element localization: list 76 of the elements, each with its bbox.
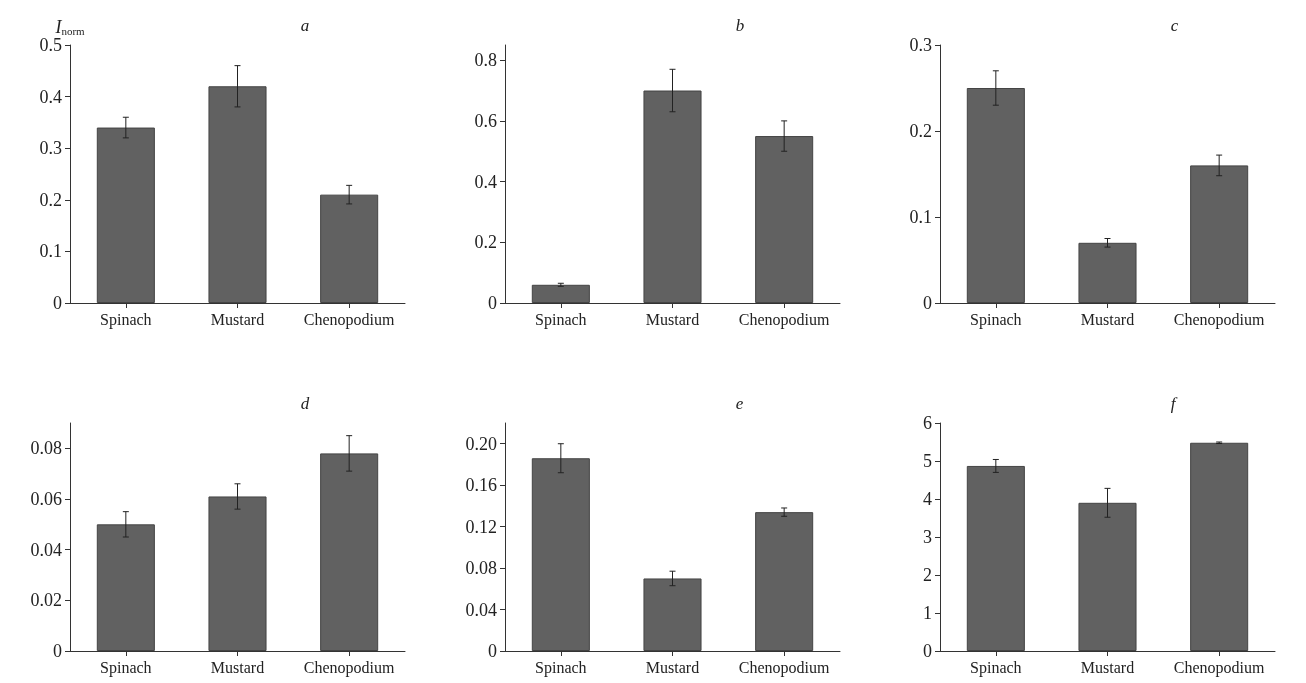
x-tick-label: Spinach (535, 658, 587, 677)
chart-title: c (1170, 16, 1179, 35)
bar (643, 90, 702, 303)
x-tick-label: Mustard (1080, 658, 1135, 676)
y-tick-label: 0.2 (909, 121, 932, 141)
y-tick-label: 6 (923, 413, 932, 433)
bar (208, 496, 267, 651)
y-axis-title: Inorm (54, 16, 86, 37)
y-tick-label: 4 (923, 489, 932, 509)
y-tick-label: 0.4 (39, 86, 62, 107)
bar (96, 524, 155, 651)
bar (643, 578, 702, 651)
bar (1190, 165, 1249, 303)
y-tick-label: 0 (488, 293, 497, 313)
bar (1190, 442, 1249, 651)
y-tick-label: 1 (923, 603, 932, 623)
bar (320, 194, 379, 303)
y-tick-label: 2 (923, 565, 932, 585)
bar (1078, 242, 1137, 303)
bar (531, 458, 590, 651)
bar (966, 88, 1025, 303)
y-tick-label: 0.3 (909, 35, 932, 55)
y-tick-label: 0 (53, 641, 62, 661)
x-tick-label: Spinach (535, 310, 587, 329)
x-tick-label: Chenopodium (1173, 310, 1266, 329)
y-tick-label: 0.12 (465, 516, 497, 537)
bar (208, 86, 267, 303)
y-tick-label: 0.02 (30, 590, 62, 611)
y-tick-label: 0.6 (474, 110, 497, 131)
y-tick-label: 0.3 (39, 138, 62, 159)
chart-title: a (300, 16, 310, 35)
y-tick-label: 0.04 (30, 539, 62, 560)
y-tick-label: 0.06 (30, 489, 62, 509)
x-tick-label: Mustard (645, 310, 700, 328)
y-tick-label: 0.4 (474, 171, 497, 192)
x-tick-label: Chenopodium (738, 658, 831, 677)
x-tick-label: Chenopodium (1173, 658, 1266, 677)
y-tick-label: 0 (923, 293, 932, 313)
bar (755, 136, 814, 303)
bar (966, 465, 1025, 651)
y-tick-label: 0 (53, 293, 62, 313)
y-tick-label: 0 (488, 641, 497, 661)
x-tick-label: Mustard (645, 658, 700, 676)
x-tick-label: Mustard (1080, 310, 1135, 328)
x-tick-label: Spinach (970, 658, 1022, 677)
y-tick-label: 0.2 (39, 189, 62, 210)
bar (755, 512, 814, 651)
y-tick-label: 0.2 (474, 232, 497, 253)
y-tick-label: 0.5 (39, 35, 62, 55)
chart-title: e (735, 394, 744, 413)
y-tick-label: 0.1 (909, 207, 932, 227)
x-tick-label: Chenopodium (303, 658, 396, 677)
y-tick-label: 0.16 (465, 475, 497, 496)
chart-title: d (300, 394, 310, 413)
bar (96, 127, 155, 303)
y-tick-label: 0 (923, 641, 932, 661)
y-tick-label: 0.04 (465, 599, 497, 620)
y-tick-label: 0.1 (39, 241, 62, 262)
y-tick-label: 0.08 (30, 438, 62, 459)
y-tick-label: 0.8 (474, 50, 497, 71)
x-tick-label: Spinach (100, 310, 152, 329)
x-tick-label: Chenopodium (303, 310, 396, 329)
x-tick-label: Spinach (100, 658, 152, 677)
y-tick-label: 3 (923, 527, 932, 547)
bar (531, 284, 590, 303)
y-tick-label: 5 (923, 451, 932, 471)
bar (320, 453, 379, 651)
y-tick-label: 0.20 (465, 433, 497, 454)
x-tick-label: Chenopodium (738, 310, 831, 329)
x-tick-label: Mustard (210, 310, 265, 328)
x-tick-label: Mustard (210, 658, 265, 676)
x-tick-label: Spinach (970, 310, 1022, 329)
bar (1078, 502, 1137, 651)
chart-title: b (735, 16, 745, 35)
chart-title: f (1170, 394, 1178, 413)
y-tick-label: 0.08 (465, 558, 497, 579)
